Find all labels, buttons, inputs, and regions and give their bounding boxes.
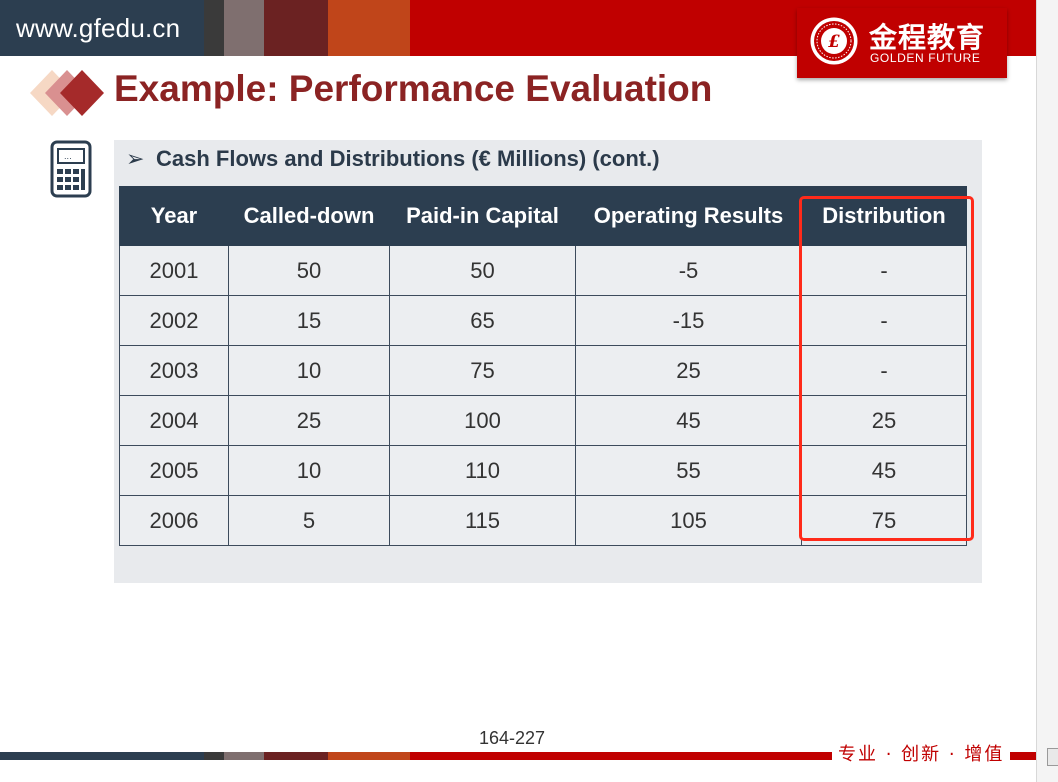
cash-flow-table: Year Called-down Paid-in Capital Operati… <box>119 186 967 546</box>
cell-paid-in-capital: 65 <box>389 295 576 346</box>
logo-name-en: GOLDEN FUTURE <box>870 51 981 65</box>
table-row: 2002 15 65 -15 - <box>119 295 967 346</box>
footer-slogan: 专业 · 创新 · 增值 <box>832 740 1011 766</box>
bottom-bar-segment-navy <box>0 752 204 760</box>
cell-operating-results: 45 <box>575 395 802 446</box>
table-row: 2005 10 110 55 45 <box>119 445 967 496</box>
cell-called-down: 5 <box>228 495 390 546</box>
bottom-bar-segment-red <box>410 752 1036 760</box>
page-number: 164-227 <box>479 728 546 748</box>
cell-called-down: 10 <box>228 345 390 396</box>
site-url[interactable]: www.gfedu.cn <box>16 13 181 43</box>
cell-paid-in-capital: 115 <box>389 495 576 546</box>
cell-distribution: 75 <box>801 495 967 546</box>
cell-year: 2002 <box>119 295 229 346</box>
bottom-bar-segment-dark <box>204 752 224 760</box>
cell-year: 2005 <box>119 445 229 496</box>
cell-distribution: 45 <box>801 445 967 496</box>
cell-called-down: 50 <box>228 245 390 296</box>
cell-called-down: 25 <box>228 395 390 446</box>
cell-year: 2004 <box>119 395 229 446</box>
top-bar-segment-maroon <box>264 0 328 56</box>
cell-year: 2003 <box>119 345 229 396</box>
cell-operating-results: 55 <box>575 445 802 496</box>
column-header-year: Year <box>119 186 229 246</box>
cell-called-down: 10 <box>228 445 390 496</box>
gutter-marker <box>1047 748 1058 766</box>
slide-title: Example: Performance Evaluation <box>114 68 713 109</box>
cell-distribution: - <box>801 345 967 396</box>
cell-distribution: - <box>801 295 967 346</box>
cell-called-down: 15 <box>228 295 390 346</box>
cell-operating-results: 25 <box>575 345 802 396</box>
cell-year: 2001 <box>119 245 229 296</box>
cell-operating-results: 105 <box>575 495 802 546</box>
cell-operating-results: -15 <box>575 295 802 346</box>
bottom-bar-segment-taupe <box>224 752 264 760</box>
subtitle-text: Cash Flows and Distributions (€ Millions… <box>156 146 660 171</box>
table-row: 2006 5 115 105 75 <box>119 495 967 546</box>
top-bar-segment-navy <box>0 0 204 56</box>
cell-paid-in-capital: 110 <box>389 445 576 496</box>
bottom-bar <box>0 752 1036 760</box>
column-header-called-down: Called-down <box>228 186 390 246</box>
cell-distribution: - <box>801 245 967 296</box>
brand-logo: £ 金程教育 GOLDEN FUTURE <box>797 8 1007 78</box>
distribution-highlight-box <box>799 196 974 541</box>
right-gutter <box>1036 0 1058 782</box>
slide: www.gfedu.cn £ 金程教育 GOLDEN FUTURE Exampl… <box>0 0 1036 766</box>
top-bar-segment-orange <box>328 0 410 56</box>
arrow-bullet-icon: ➢ <box>126 146 145 171</box>
cell-year: 2006 <box>119 495 229 546</box>
cell-paid-in-capital: 100 <box>389 395 576 446</box>
cell-paid-in-capital: 75 <box>389 345 576 396</box>
top-bar-segment-taupe <box>224 0 264 56</box>
column-header-paid-in-capital: Paid-in Capital <box>389 186 576 246</box>
bottom-bar-segment-orange <box>328 752 410 760</box>
cell-operating-results: -5 <box>575 245 802 296</box>
slide-subtitle: ➢ Cash Flows and Distributions (€ Million… <box>126 146 660 172</box>
bottom-bar-segment-maroon <box>264 752 328 760</box>
logo-seal-icon: £ <box>810 17 858 65</box>
cell-paid-in-capital: 50 <box>389 245 576 296</box>
column-header-operating-results: Operating Results <box>575 186 802 246</box>
calculator-icon: ... <box>50 140 92 198</box>
svg-text:£: £ <box>828 32 840 52</box>
logo-name-cn: 金程教育 <box>869 21 986 54</box>
top-bar-segment-dark <box>204 0 224 56</box>
svg-text:...: ... <box>64 152 72 161</box>
diamond-decoration-icon <box>30 70 104 116</box>
